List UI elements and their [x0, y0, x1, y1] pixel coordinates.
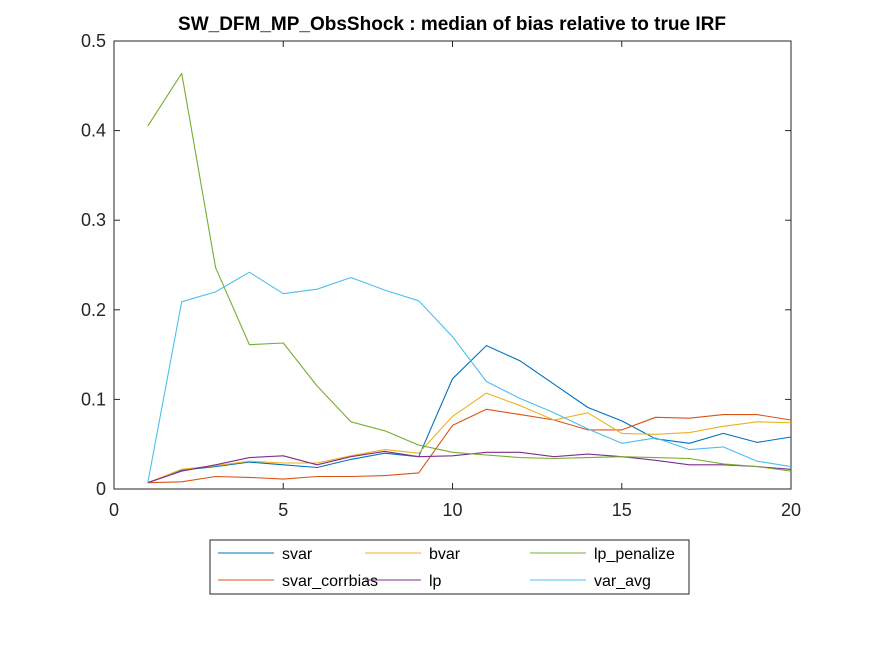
legend-label-svar: svar: [282, 546, 313, 563]
y-tick-label: 0.4: [81, 121, 106, 141]
plot-area: 0 5 10 15 20 0 0.1 0.2 0.3 0.4 0.5: [81, 31, 801, 520]
y-tick-label: 0.3: [81, 210, 106, 230]
x-tick-label: 5: [278, 500, 288, 520]
legend-box: [209, 539, 690, 595]
axes-box: [113, 40, 792, 490]
legend-label-bvar: bvar: [429, 546, 461, 563]
x-tick-label: 15: [612, 500, 632, 520]
y-tick-label: 0.5: [81, 31, 106, 51]
series-line-var-avg: [147, 271, 792, 483]
chart-title: SW_DFM_MP_ObsShock : median of bias rela…: [178, 14, 726, 35]
legend-label-lp-penalize: lp_penalize: [594, 546, 675, 563]
x-tick-label: 20: [781, 500, 801, 520]
y-tick-label: 0.2: [81, 300, 106, 320]
legend-label-lp: lp: [429, 573, 442, 590]
series-line-bvar: [147, 392, 792, 484]
x-tick-label: 0: [109, 500, 119, 520]
series-line-lp-penalize: [147, 72, 792, 472]
y-tick-label: 0: [96, 479, 106, 499]
series-line-svar: [147, 345, 792, 484]
legend-label-var-avg: var_avg: [594, 573, 651, 590]
series-line-svar-corrbias: [147, 408, 792, 484]
legend-label-svar-corrbias: svar_corrbias: [282, 573, 378, 590]
legend: svar bvar lp_penalize svar_corrbias lp var_av…: [209, 539, 690, 595]
y-tick-label: 0.1: [81, 389, 106, 409]
x-tick-label: 10: [442, 500, 462, 520]
